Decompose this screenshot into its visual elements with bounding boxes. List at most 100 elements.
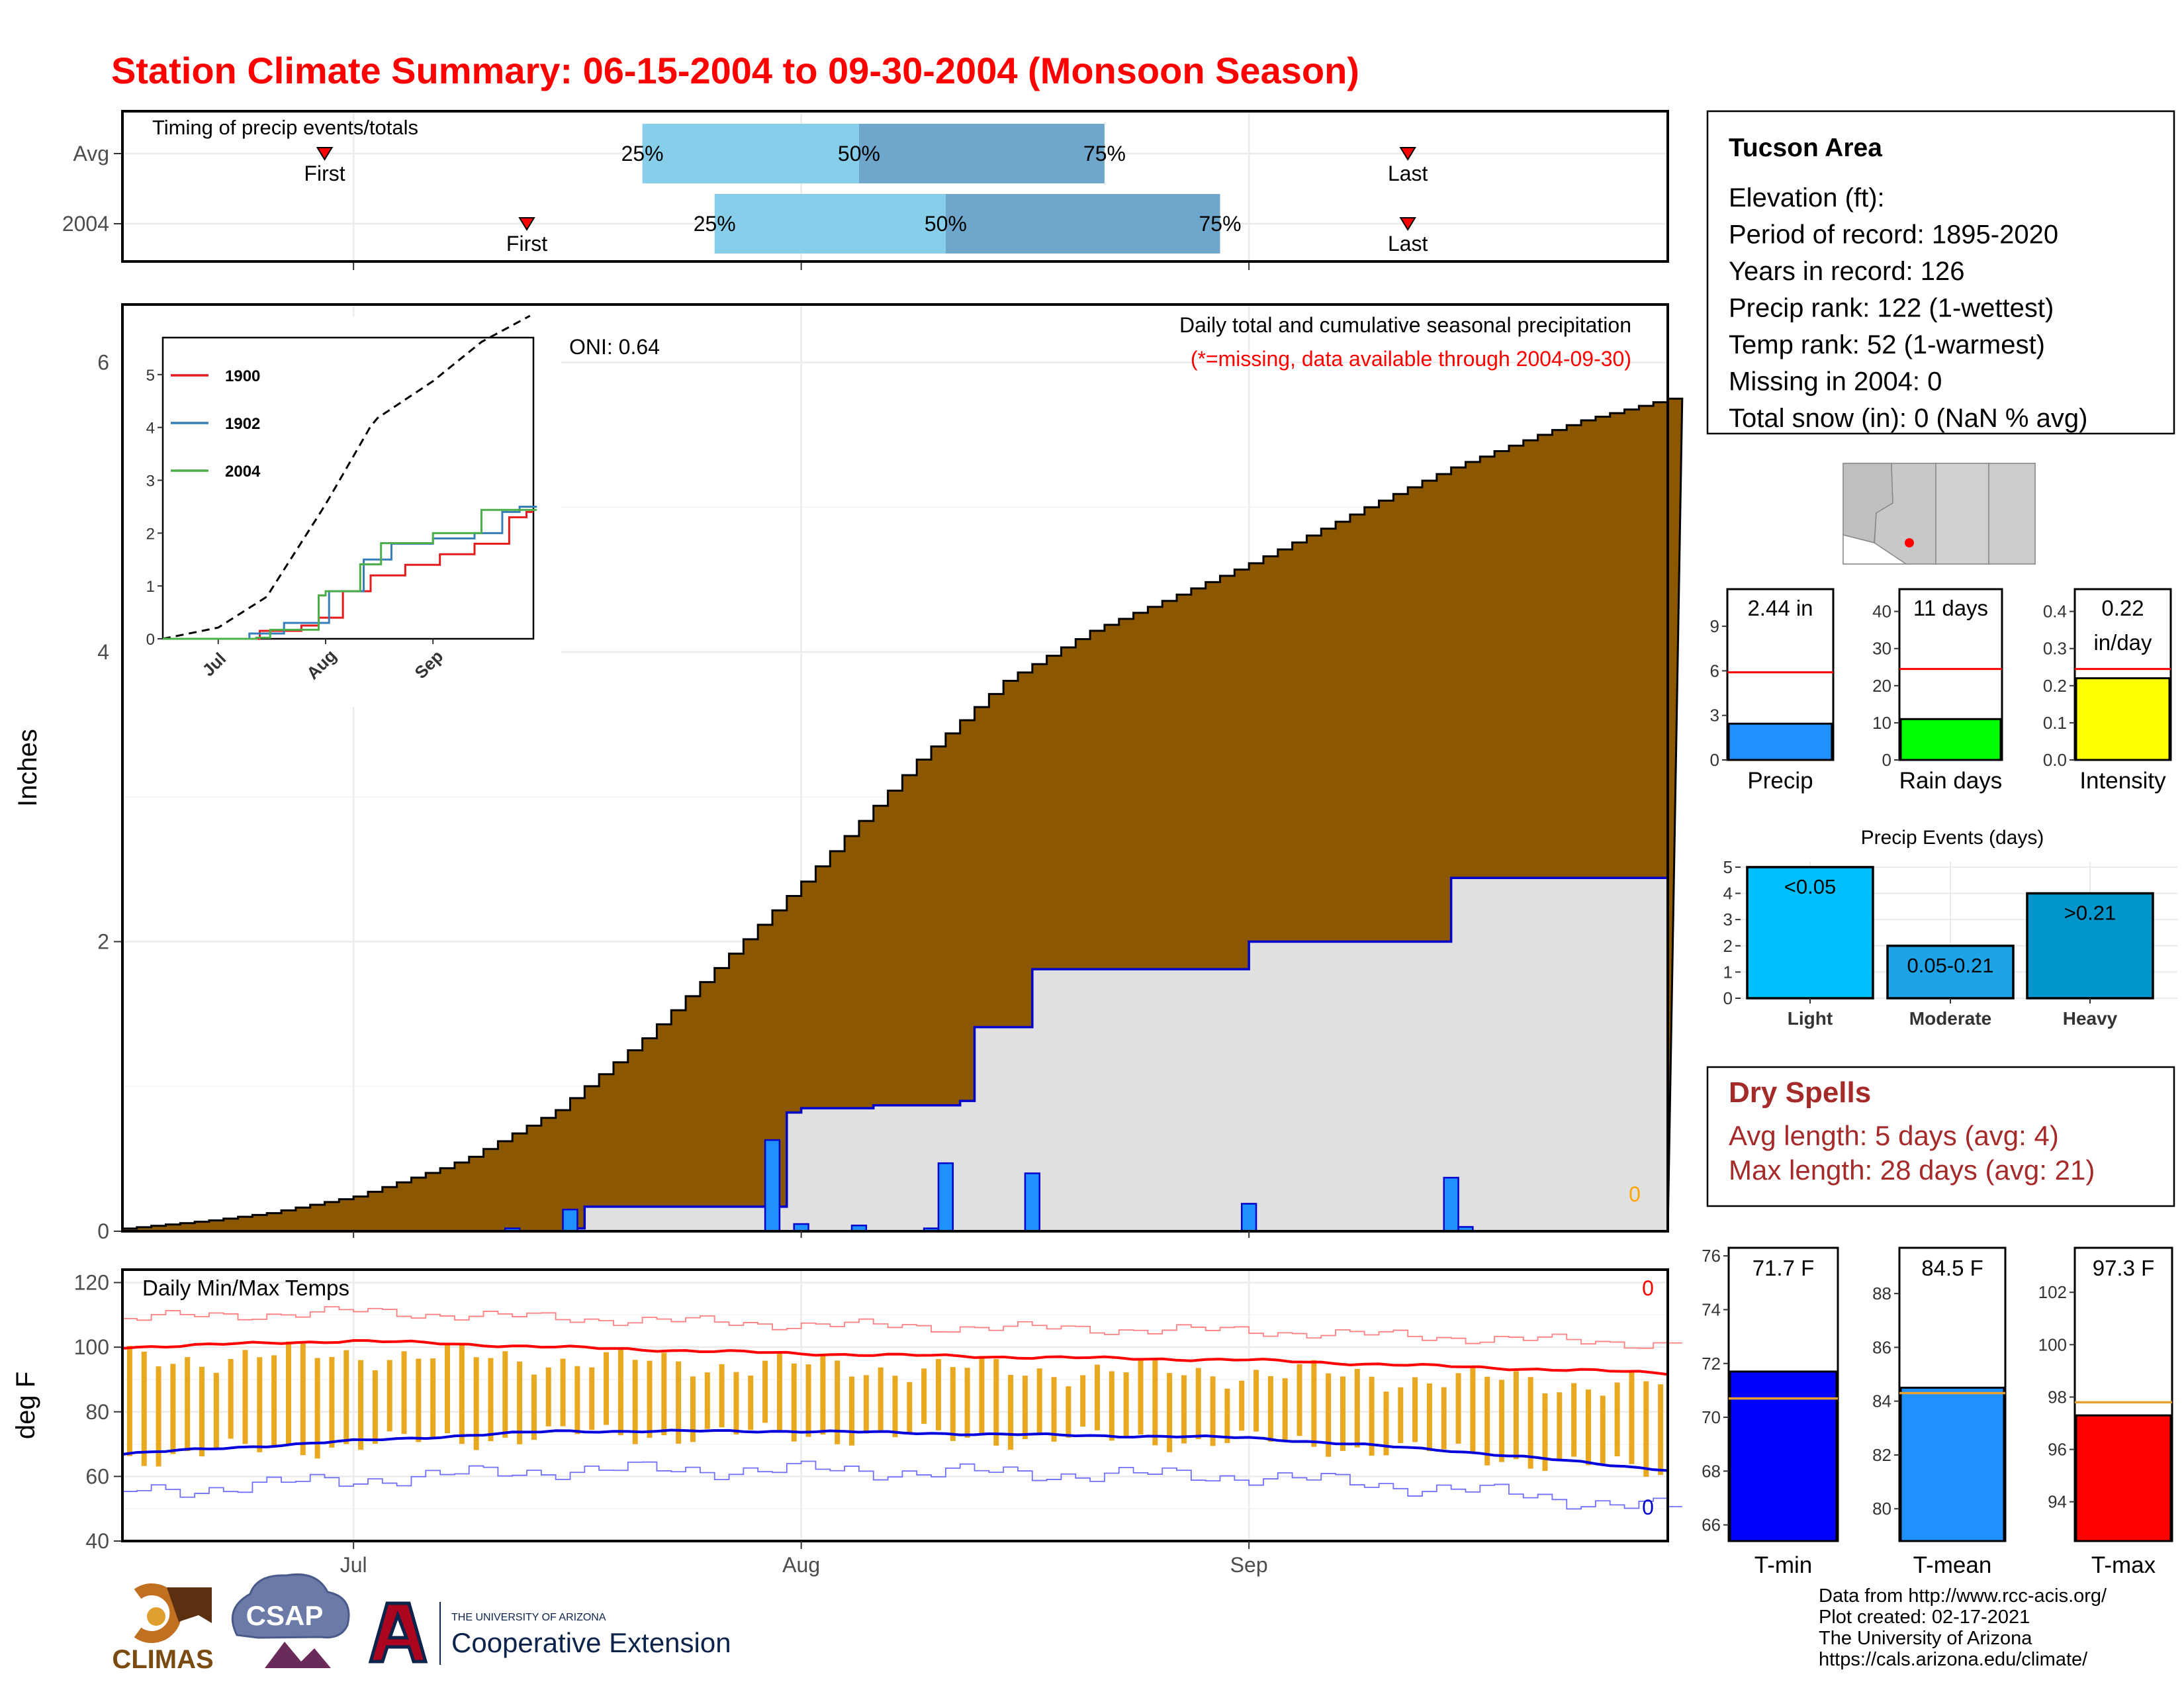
timing-last-label-0: Last (1388, 162, 1428, 185)
precip-events-chart: Precip Events (days) 0 1 2 3 4 5 <0.05 Light 0.0… (1723, 827, 2177, 1029)
timing-frame (121, 110, 1669, 263)
events-x-tick-Light: Light (1788, 1008, 1833, 1029)
climas-logo-text: CLIMAS (112, 1645, 213, 1674)
summary-bar-value-2: 0.22 (2101, 596, 2144, 620)
temp-bar-value-1: 84.5 F (1921, 1256, 1983, 1280)
inset-legend-label-1902: 1902 (225, 415, 260, 433)
precip-y-label: Inches (13, 729, 42, 807)
footer-line-3: https://cals.arizona.edu/climate/ (1819, 1649, 2088, 1670)
summary-bar-y-tick-2-0.3: 0.3 (2043, 639, 2067, 659)
footer-line-1: Plot created: 02-17-2021 (1819, 1607, 2030, 1628)
events-bar-Heavy (2026, 892, 2154, 1000)
events-y-tick-0: 0 (1723, 988, 1733, 1008)
oni-label: ONI: 0.64 (569, 335, 660, 359)
temp-bar-y-tick-0-76: 76 (1702, 1246, 1721, 1266)
station-info-line-6: Total snow (in): 0 (NaN % avg) (1729, 404, 2087, 433)
page-title: Station Climate Summary: 06-15-2004 to 0… (111, 50, 1359, 91)
timing-q50-label-0: 50% (838, 142, 880, 165)
inset-legend-label-1900: 1900 (225, 367, 260, 385)
csap-mountain-icon (265, 1642, 331, 1668)
summary-bar-y-tick-1-40: 40 (1872, 602, 1891, 622)
inset-avg-dashed-line (162, 314, 531, 640)
climas-logo-shape (167, 1587, 212, 1623)
summary-bar-value-0: 2.44 in (1747, 596, 1813, 620)
inset-y-tick-3: 3 (146, 473, 155, 491)
precip-events-title: Precip Events (days) (1861, 827, 2044, 849)
temp-bar-label-2: T-max (2091, 1552, 2156, 1578)
summary-bar-y-tick-0-3: 3 (1710, 706, 1719, 726)
timing-row-label-1: 2004 (62, 212, 109, 236)
timing-q50-label-1: 50% (925, 212, 967, 236)
inset-y-tick-1: 1 (146, 578, 155, 596)
summary-bar-label-0: Precip (1747, 768, 1813, 794)
events-bar-value-Moderate: 0.05-0.21 (1907, 954, 1994, 977)
dry-spells-title: Dry Spells (1729, 1076, 1871, 1109)
temp-bar-label-1: T-mean (1913, 1552, 1992, 1578)
inset-y-tick-0: 0 (146, 631, 155, 649)
temp-bar-y-tick-0-68: 68 (1702, 1461, 1721, 1481)
events-bar-value-Light: <0.05 (1784, 875, 1836, 898)
summary-bar-y-tick-0-9: 9 (1710, 616, 1719, 636)
summary-bar-y-tick-1-20: 20 (1872, 676, 1891, 696)
inset-y-tick-5: 5 (146, 367, 155, 385)
precip-2004-area (122, 876, 1668, 1233)
precip-daily-bar-7 (1024, 1172, 1040, 1233)
temp-content (122, 1306, 1682, 1510)
footer-credits: Data from http://www.rcc-acis.org/Plot c… (1819, 1585, 2107, 1670)
precip-2004-cumulative-area (122, 878, 1668, 1231)
temp-bar-y-tick-2-98: 98 (2048, 1387, 2067, 1407)
csap-logo: CSAP (231, 1573, 350, 1668)
summary-bars: 0 3 6 9 2.44 in Precip 0 10 20 30 40 11 days Rain da… (1710, 588, 2172, 794)
station-info-line-4: Temp rank: 52 (1-warmest) (1729, 330, 2045, 359)
inset-series-line-2 (163, 508, 537, 640)
timing-rows: 25% 50% 75% First Last Avg 25% 50% 75% First Last 2… (62, 124, 1668, 270)
timing-q75-label-0: 75% (1083, 142, 1126, 165)
dry-spells-avg: Avg length: 5 days (avg: 4) (1729, 1120, 2059, 1151)
temp-bar-y-tick-2-94: 94 (2048, 1492, 2067, 1512)
ua-a-icon (368, 1601, 428, 1664)
inset-y-tick-4: 4 (146, 420, 155, 438)
temp-y-axis: 40 60 80 100 120 (74, 1271, 122, 1553)
inset-legend-label-2004: 2004 (225, 463, 261, 481)
x-tick-Sep: Sep (1230, 1553, 1268, 1577)
precip-y-tick-4: 4 (97, 640, 109, 664)
temp-summary-bars: 66 68 70 72 74 76 71.7 F T-min 80 82 84 86 88 84.5 F T… (1702, 1246, 2173, 1578)
temp-bar-y-tick-2-102: 102 (2038, 1282, 2067, 1302)
summary-bar-value2-2: in/day (2093, 630, 2152, 655)
temp-y-label: deg F (11, 1372, 40, 1439)
temp-panel: 40 60 80 100 120 Daily Min/Max Temps 0 0 deg… (11, 1231, 1682, 1577)
csap-logo-text: CSAP (246, 1600, 324, 1631)
ua-line2: Cooperative Extension (451, 1627, 731, 1658)
summary-bar-y-tick-1-10: 10 (1872, 713, 1891, 733)
dry-spells-frame (1706, 1066, 2175, 1207)
precip-y-tick-0: 0 (97, 1219, 109, 1243)
temp-y-tick-40: 40 (85, 1529, 109, 1553)
summary-bar-y-tick-2-0.0: 0.0 (2043, 750, 2067, 770)
timing-iqr-low-1 (714, 194, 946, 254)
timing-first-label-1: First (506, 232, 547, 256)
x-tick-Jul: Jul (340, 1553, 367, 1577)
map-state-east (1988, 463, 2036, 565)
map-state-newmexico (1935, 463, 1989, 565)
csap-cloud-icon (231, 1573, 350, 1639)
timing-last-marker-0 (1399, 147, 1416, 161)
temp-y-tick-60: 60 (85, 1464, 109, 1488)
station-info-line-2: Years in record: 126 (1729, 257, 1965, 286)
map-mexico (1843, 534, 1908, 565)
temp-bar-value-0: 71.7 F (1752, 1256, 1815, 1280)
precip-events-content: 0 1 2 3 4 5 <0.05 Light 0.05-0.21 Moderate >0.21 He… (1723, 857, 2177, 1029)
precip-daily-bar-8 (1240, 1203, 1257, 1233)
temp-bar-y-tick-1-80: 80 (1872, 1499, 1891, 1519)
timing-first-label-0: First (304, 162, 345, 185)
temp-bar-y-tick-0-66: 66 (1702, 1515, 1721, 1535)
timing-q25-label-1: 25% (694, 212, 736, 236)
events-bar-Moderate (1886, 945, 2015, 1000)
summary-bar-label-1: Rain days (1899, 768, 2003, 794)
temp-bar-y-tick-2-96: 96 (2048, 1440, 2067, 1460)
timing-panel: 25% 50% 75% First Last Avg 25% 50% 75% First Last 2… (62, 110, 1669, 270)
precip-panel: 0 2 4 6 Daily total and cumulative seasonal… (13, 303, 1684, 1243)
precip-2004-cumulative-line (122, 876, 1668, 1233)
temp-max-missing: 0 (1642, 1276, 1654, 1300)
timing-iqr-low-0 (642, 124, 859, 183)
temp-frame (121, 1268, 1669, 1542)
